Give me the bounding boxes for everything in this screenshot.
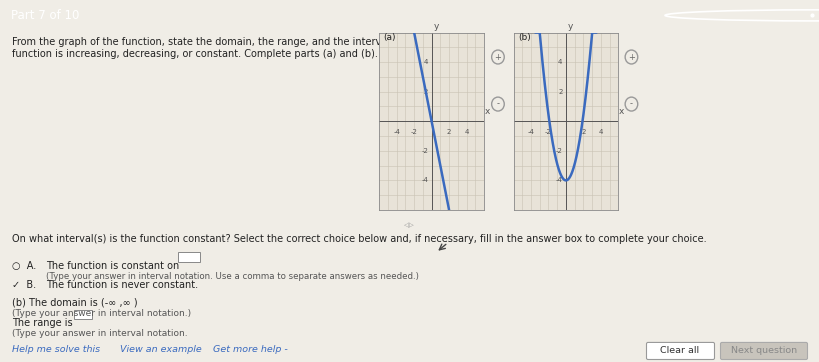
FancyBboxPatch shape [721,342,808,359]
Text: y: y [434,22,439,31]
Text: 2: 2 [558,89,563,95]
Text: 4: 4 [464,129,468,135]
Text: The function is never constant.: The function is never constant. [46,280,198,290]
Text: 2: 2 [447,129,451,135]
Text: -4: -4 [393,129,400,135]
Text: +: + [628,52,635,62]
Text: 2: 2 [581,129,586,135]
Text: (Type your answer in interval notation. Use a comma to separate answers as neede: (Type your answer in interval notation. … [46,272,419,281]
Text: Get more help -: Get more help - [213,345,287,354]
Text: -4: -4 [555,177,563,184]
Text: (b): (b) [518,33,531,42]
Text: x: x [619,107,625,116]
Text: -2: -2 [410,129,418,135]
Text: x: x [485,107,491,116]
Text: 2: 2 [423,89,428,95]
Text: Clear all: Clear all [660,346,699,355]
Text: -: - [496,100,500,109]
Text: -4: -4 [527,129,535,135]
Text: function is increasing, decreasing, or constant. Complete parts (a) and (b).: function is increasing, decreasing, or c… [12,49,378,59]
Text: View an example: View an example [120,345,201,354]
Text: (a): (a) [383,33,396,42]
Text: -: - [630,100,633,109]
Text: Help me solve this: Help me solve this [12,345,100,354]
Text: -2: -2 [421,148,428,154]
Text: On what interval(s) is the function constant? Select the correct choice below an: On what interval(s) is the function cons… [12,233,707,244]
Text: (Type your answer in interval notation.: (Type your answer in interval notation. [12,329,188,338]
FancyBboxPatch shape [74,310,93,319]
Text: 4: 4 [558,59,563,65]
Text: Next question: Next question [731,346,797,355]
Text: y: y [568,22,573,31]
Text: -2: -2 [545,129,552,135]
Text: 4: 4 [423,59,428,65]
Text: ○  A.: ○ A. [12,261,36,271]
Text: -2: -2 [555,148,563,154]
Text: ◁▷: ◁▷ [404,223,414,228]
Text: ✓  B.: ✓ B. [12,280,36,290]
Text: The function is constant on: The function is constant on [46,261,179,271]
Text: -4: -4 [421,177,428,184]
Text: (Type your answer in interval notation.): (Type your answer in interval notation.) [12,309,191,318]
Text: +: + [495,52,501,62]
FancyBboxPatch shape [178,252,201,262]
Text: 4: 4 [599,129,603,135]
Text: (b) The domain is (-∞ ,∞ ): (b) The domain is (-∞ ,∞ ) [12,298,138,308]
Text: The range is: The range is [12,318,73,328]
FancyBboxPatch shape [646,342,714,359]
Text: From the graph of the function, state the domain, the range, and the intervals o: From the graph of the function, state th… [12,37,461,47]
Text: Part 7 of 10: Part 7 of 10 [11,9,79,22]
